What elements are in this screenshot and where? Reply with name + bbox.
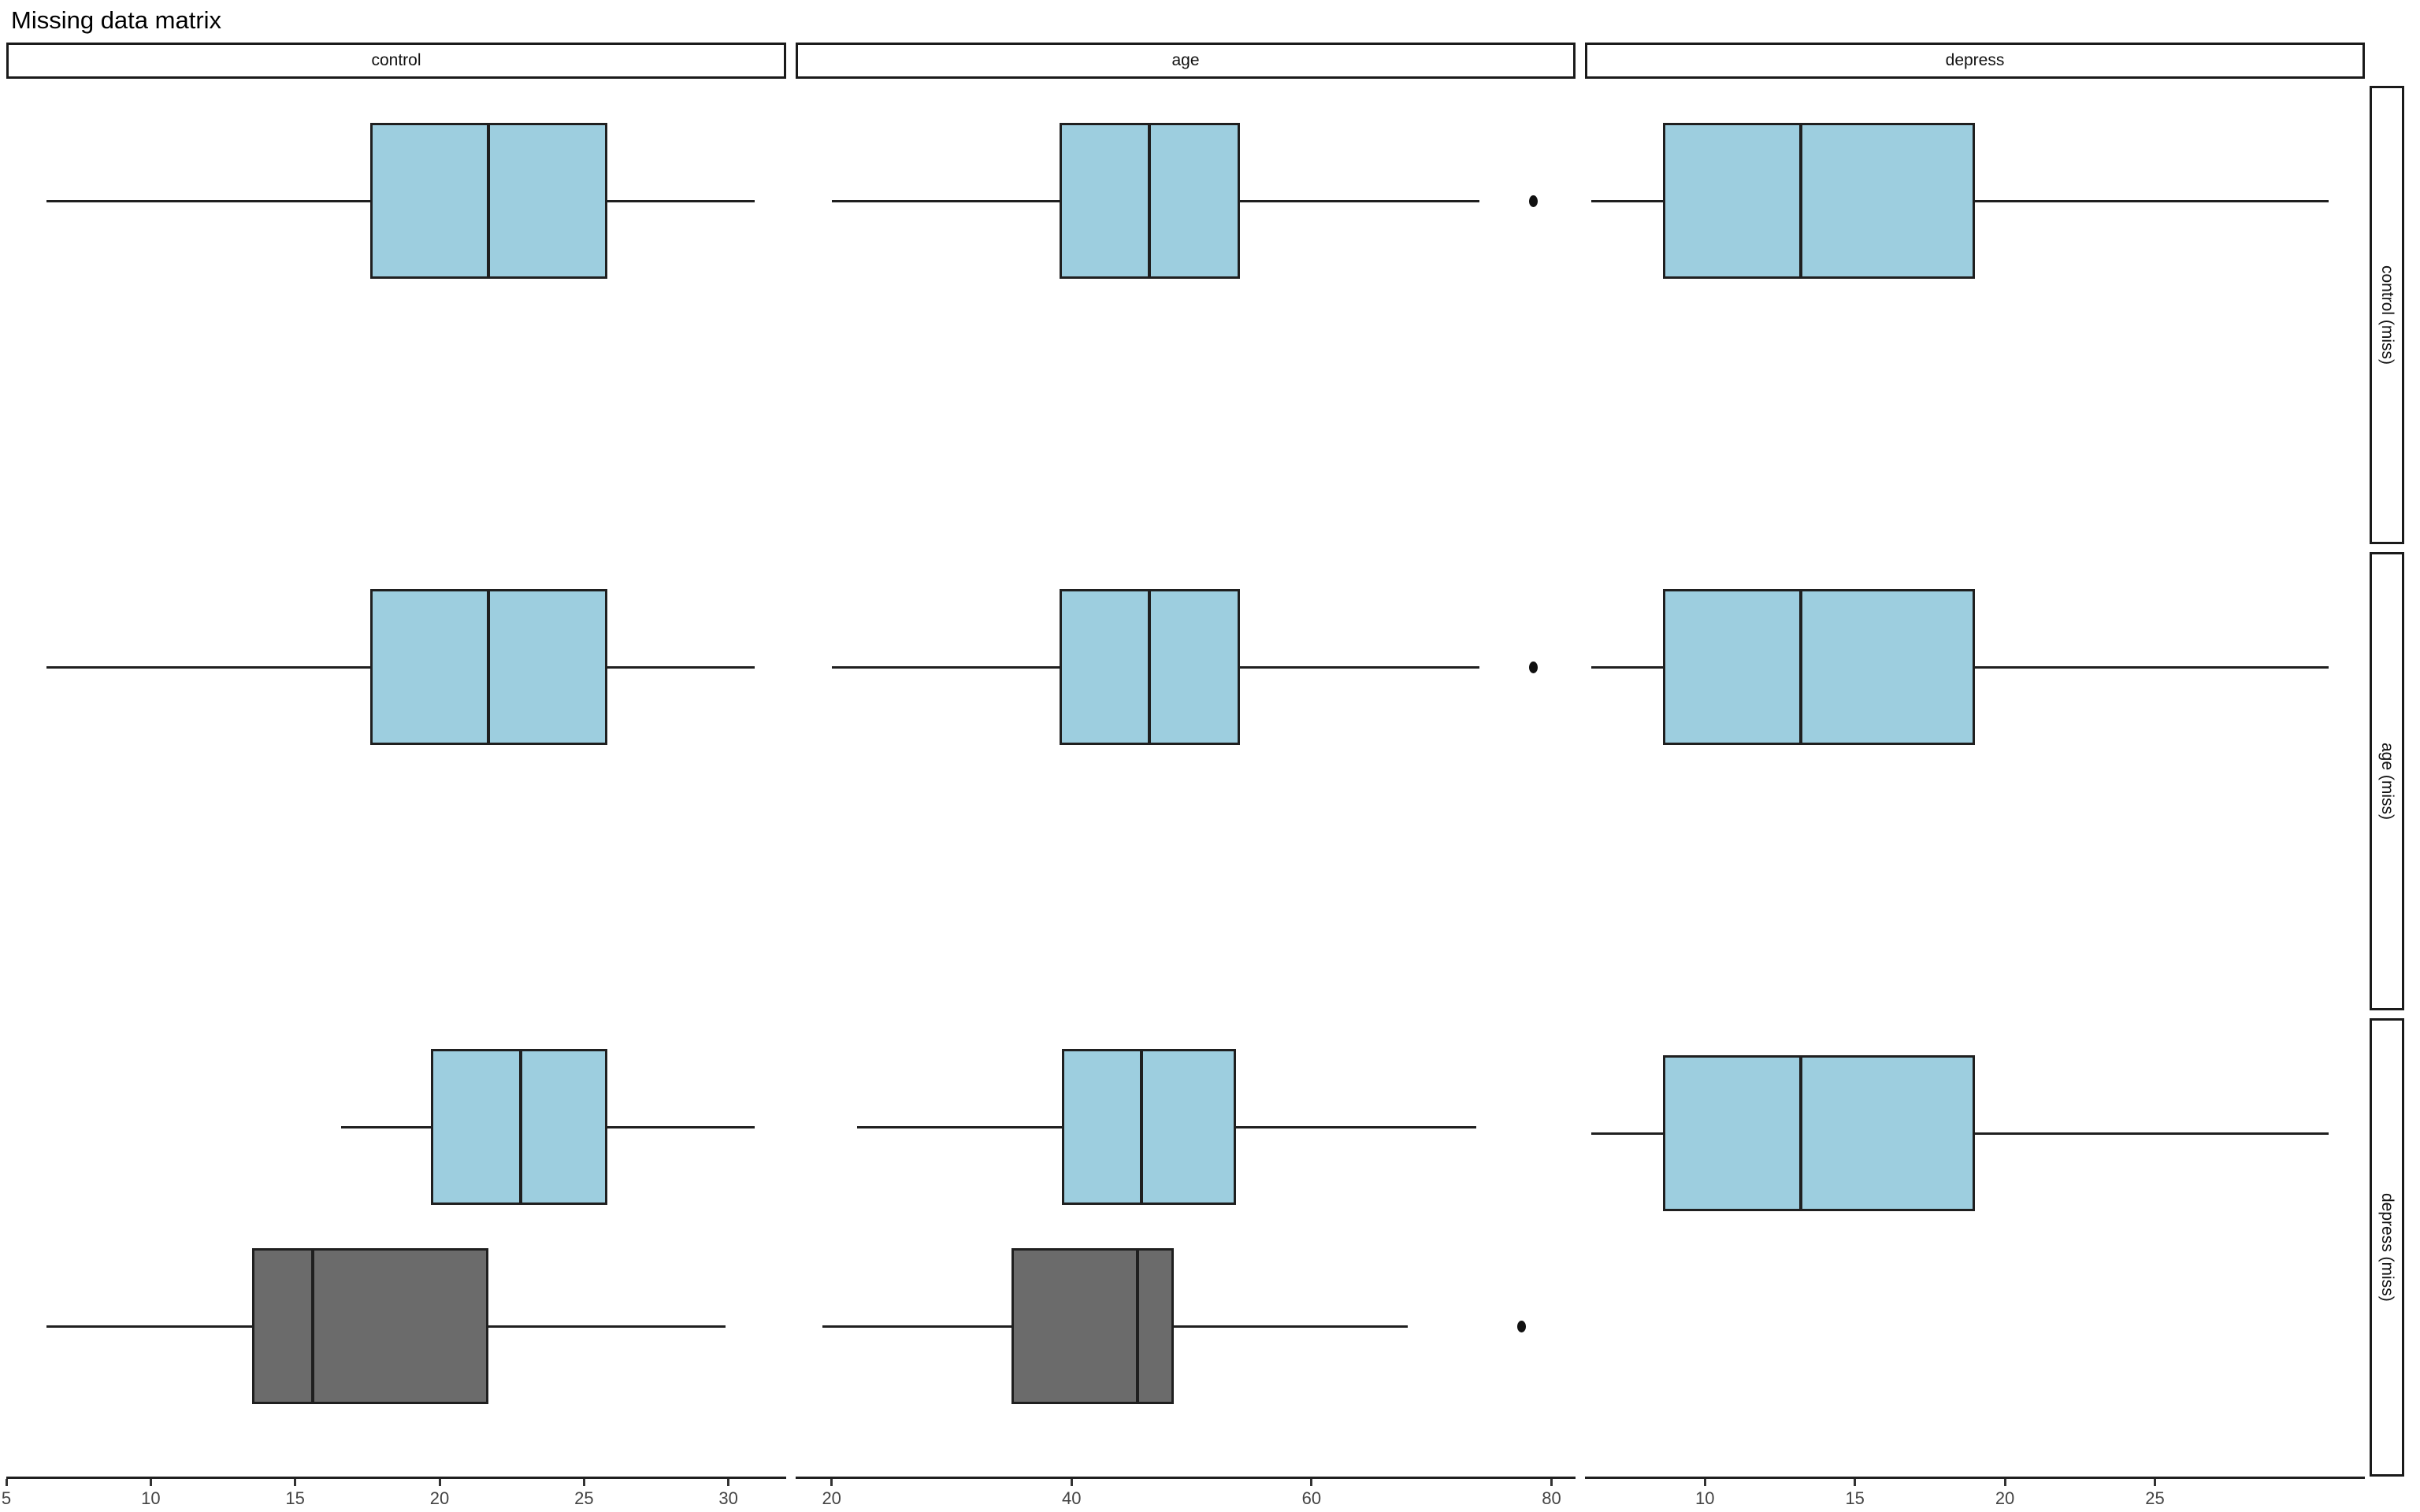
whisker-left xyxy=(831,200,1060,202)
column-strip: age xyxy=(796,43,1576,79)
x-axis-tick xyxy=(294,1479,297,1486)
panel xyxy=(796,552,1576,1010)
boxplot-box-observed xyxy=(1663,123,1975,279)
column-strip-label: age xyxy=(1171,51,1200,69)
x-axis-tick-label: 20 xyxy=(1995,1488,2015,1508)
x-axis-tick xyxy=(830,1479,833,1486)
row-strip: age (miss) xyxy=(2370,552,2404,1010)
x-axis-tick xyxy=(1854,1479,1857,1486)
median-line xyxy=(518,1049,522,1205)
boxplot-box-missing xyxy=(1011,1248,1174,1404)
median-line xyxy=(1799,1055,1803,1211)
panel xyxy=(1585,1018,2365,1477)
x-axis-tick xyxy=(438,1479,441,1486)
x-axis-tick-label: 40 xyxy=(1062,1488,1082,1508)
panel xyxy=(1585,86,2365,544)
x-axis-tick-label: 15 xyxy=(285,1488,305,1508)
median-line xyxy=(1148,589,1152,745)
median-line xyxy=(487,589,491,745)
median-line xyxy=(1148,123,1152,279)
panel xyxy=(6,86,786,544)
panel xyxy=(1585,552,2365,1010)
row-strip-label: depress (miss) xyxy=(2378,1193,2396,1302)
x-axis-tick xyxy=(149,1479,152,1486)
whisker-right xyxy=(1239,200,1480,202)
whisker-left xyxy=(1590,200,1663,202)
x-axis-tick xyxy=(727,1479,730,1486)
x-axis-tick-label: 80 xyxy=(1542,1488,1561,1508)
x-axis-tick-label: 5 xyxy=(1,1488,12,1508)
panel xyxy=(796,1018,1576,1477)
x-axis-tick-label: 20 xyxy=(822,1488,841,1508)
median-line xyxy=(1139,1049,1143,1205)
median-line xyxy=(310,1248,314,1404)
whisker-left xyxy=(341,1126,431,1128)
whisker-left xyxy=(822,1325,1012,1328)
outlier-point xyxy=(1516,1320,1526,1332)
x-axis-line xyxy=(1585,1477,2365,1479)
whisker-right xyxy=(488,1325,726,1328)
whisker-left xyxy=(46,666,370,669)
whisker-left xyxy=(46,200,370,202)
row-strip: depress (miss) xyxy=(2370,1018,2404,1477)
x-axis-tick xyxy=(1310,1479,1313,1486)
column-strip-label: control xyxy=(371,51,421,69)
whisker-left xyxy=(1590,666,1663,669)
x-axis-tick xyxy=(1703,1479,1706,1486)
x-axis-tick xyxy=(2003,1479,2006,1486)
median-line xyxy=(1799,589,1803,745)
column-strip: control xyxy=(6,43,786,79)
whisker-right xyxy=(1239,666,1480,669)
median-line xyxy=(1136,1248,1140,1404)
x-axis-line xyxy=(796,1477,1576,1479)
x-axis-tick-label: 10 xyxy=(141,1488,161,1508)
whisker-left xyxy=(1590,1132,1663,1135)
median-line xyxy=(1799,123,1803,279)
boxplot-box-missing xyxy=(251,1248,489,1404)
row-strip-label: age (miss) xyxy=(2378,742,2396,821)
whisker-left xyxy=(831,666,1060,669)
whisker-right xyxy=(607,1126,755,1128)
row-strip-label: control (miss) xyxy=(2378,265,2396,365)
boxplot-box-observed xyxy=(1663,589,1975,745)
x-axis-tick-label: 30 xyxy=(718,1488,738,1508)
x-axis-tick xyxy=(1550,1479,1553,1486)
whisker-left xyxy=(856,1126,1063,1128)
outlier-point xyxy=(1529,661,1538,673)
chart-title: Missing data matrix xyxy=(11,6,222,34)
boxplot-box-observed xyxy=(1663,1055,1975,1211)
x-axis-line xyxy=(6,1477,786,1479)
whisker-right xyxy=(1975,1132,2329,1135)
column-strip: depress xyxy=(1585,43,2365,79)
whisker-right xyxy=(1975,200,2329,202)
x-axis-tick xyxy=(5,1479,8,1486)
x-axis-tick xyxy=(2153,1479,2156,1486)
whisker-right xyxy=(1173,1325,1408,1328)
panel xyxy=(6,552,786,1010)
x-axis-tick-label: 20 xyxy=(429,1488,450,1508)
boxplot-box-observed xyxy=(1062,1049,1236,1205)
outlier-point xyxy=(1529,195,1538,207)
column-strip-label: depress xyxy=(1945,51,2005,69)
x-axis-tick xyxy=(582,1479,585,1486)
whisker-left xyxy=(46,1325,252,1328)
x-axis-tick-label: 25 xyxy=(2145,1488,2165,1508)
whisker-right xyxy=(1235,1126,1476,1128)
panel xyxy=(796,86,1576,544)
row-strip: control (miss) xyxy=(2370,86,2404,544)
panel xyxy=(6,1018,786,1477)
whisker-right xyxy=(607,666,755,669)
x-axis-tick-label: 15 xyxy=(1845,1488,1865,1508)
x-axis-tick-label: 10 xyxy=(1695,1488,1715,1508)
whisker-right xyxy=(607,200,755,202)
whisker-right xyxy=(1975,666,2329,669)
x-axis-tick-label: 25 xyxy=(574,1488,594,1508)
x-axis-tick xyxy=(1070,1479,1073,1486)
x-axis-tick-label: 60 xyxy=(1301,1488,1322,1508)
median-line xyxy=(487,123,491,279)
